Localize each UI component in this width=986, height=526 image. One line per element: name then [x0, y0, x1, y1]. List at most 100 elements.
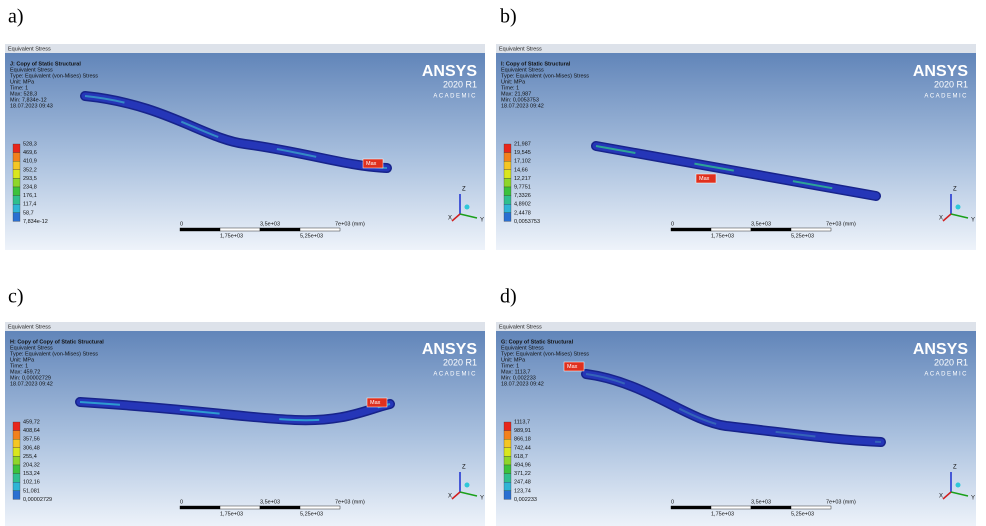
- scale-label: 1,75e+03: [711, 511, 734, 517]
- legend-value: 0,00002729: [23, 497, 52, 503]
- scale-label: 0: [671, 221, 674, 227]
- legend-value: 234,8: [23, 184, 37, 190]
- legend-value: 247,48: [514, 480, 531, 486]
- legend-value: 1113,7: [514, 419, 530, 425]
- legend-swatch: [504, 491, 511, 500]
- legend-swatch: [13, 187, 20, 196]
- legend-value: 352,2: [23, 167, 37, 173]
- scale-bar: [711, 506, 751, 509]
- scale-label: 5,25e+03: [300, 511, 323, 517]
- scale-label: 5,25e+03: [791, 233, 814, 239]
- legend-value: 123,74: [514, 488, 531, 494]
- panel: Equivalent StressJ: Copy of Static Struc…: [5, 44, 485, 250]
- logo-name: ANSYS: [422, 341, 477, 358]
- legend-swatch: [13, 170, 20, 179]
- triad-label: Y: [480, 218, 484, 224]
- logo-version: 2020 R1: [934, 79, 968, 89]
- scale-bar: [220, 506, 260, 509]
- triad-label: Z: [953, 187, 957, 193]
- legend-swatch: [504, 170, 511, 179]
- legend-value: 17,102: [514, 159, 531, 165]
- scale-label: 1,75e+03: [711, 233, 734, 239]
- legend-value: 618,7: [514, 454, 528, 460]
- header: Equivalent Stress: [499, 46, 542, 52]
- legend-swatch: [13, 448, 20, 457]
- scale-bar: [751, 228, 791, 231]
- triad-label: Y: [971, 496, 975, 502]
- legend-value: 176,1: [23, 193, 37, 199]
- scale-bar: [791, 506, 831, 509]
- panel-label: a): [8, 6, 24, 28]
- legend-value: 4,8902: [514, 202, 531, 208]
- legend-swatch: [13, 474, 20, 483]
- legend-swatch: [504, 448, 511, 457]
- info-line: 18.07.2023 09:43: [10, 103, 53, 109]
- legend-value: 102,16: [23, 480, 40, 486]
- legend-swatch: [13, 196, 20, 205]
- triad-label: X: [939, 216, 943, 222]
- figure: a) Equivalent StressJ: Copy of Static Str…: [0, 0, 986, 526]
- legend-swatch: [13, 422, 20, 431]
- scale-bar: [791, 228, 831, 231]
- info-line: 18.07.2023 09:42: [501, 381, 544, 387]
- scale-bar: [300, 506, 340, 509]
- scale-label: 1,75e+03: [220, 233, 243, 239]
- header-bar: [5, 44, 485, 53]
- legend-value: 494,96: [514, 462, 531, 468]
- legend-value: 293,5: [23, 176, 37, 182]
- legend-value: 7,3326: [514, 193, 531, 199]
- legend-value: 117,4: [23, 202, 36, 208]
- legend-value: 866,18: [514, 437, 531, 443]
- legend-swatch: [504, 161, 511, 170]
- legend-value: 408,64: [23, 428, 40, 434]
- legend-swatch: [13, 465, 20, 474]
- legend-value: 255,4: [23, 454, 37, 460]
- legend-swatch: [13, 204, 20, 213]
- triad-label: X: [448, 216, 452, 222]
- legend-value: 19,545: [514, 150, 531, 156]
- legend-value: 0,0053753: [514, 219, 540, 225]
- triad-label: X: [939, 494, 943, 500]
- logo-version: 2020 R1: [443, 357, 477, 367]
- legend-value: 21,987: [514, 141, 531, 147]
- triad-label: Z: [462, 465, 466, 471]
- logo-version: 2020 R1: [443, 79, 477, 89]
- scale-label: 7e+03 (mm): [826, 499, 856, 505]
- logo-edition: ACADEMIC: [924, 94, 968, 100]
- legend-swatch: [13, 491, 20, 500]
- max-tag: Max: [699, 176, 710, 182]
- triad-label: Z: [462, 187, 466, 193]
- triad-origin: [956, 483, 961, 488]
- triad-label: Y: [480, 496, 484, 502]
- scale-label: 0: [180, 499, 183, 505]
- scale-label: 3,5e+03: [751, 221, 771, 227]
- panel: Equivalent StressI: Copy of Static Struc…: [496, 44, 976, 250]
- triad-label: X: [448, 494, 452, 500]
- scale-label: 7e+03 (mm): [826, 221, 856, 227]
- scale-bar: [300, 228, 340, 231]
- scale-bar: [180, 228, 220, 231]
- legend-value: 14,66: [514, 167, 528, 173]
- legend-swatch: [13, 153, 20, 162]
- logo-version: 2020 R1: [934, 357, 968, 367]
- scale-bar: [180, 506, 220, 509]
- legend-swatch: [504, 144, 511, 153]
- legend-swatch: [504, 465, 511, 474]
- legend-swatch: [504, 439, 511, 448]
- scale-label: 1,75e+03: [220, 511, 243, 517]
- max-tag: Max: [366, 161, 377, 167]
- legend-value: 12,217: [514, 176, 531, 182]
- panel-label: b): [500, 6, 517, 28]
- logo-edition: ACADEMIC: [924, 372, 968, 378]
- logo-name: ANSYS: [422, 63, 477, 80]
- logo-edition: ACADEMIC: [433, 94, 477, 100]
- legend-value: 2,4478: [514, 210, 531, 216]
- scale-label: 3,5e+03: [260, 499, 280, 505]
- legend-value: 153,24: [23, 471, 40, 477]
- logo-edition: ACADEMIC: [433, 372, 477, 378]
- legend-value: 371,22: [514, 471, 531, 477]
- legend-value: 9,7751: [514, 184, 531, 190]
- scale-bar: [751, 506, 791, 509]
- legend-value: 459,72: [23, 419, 40, 425]
- legend-swatch: [13, 161, 20, 170]
